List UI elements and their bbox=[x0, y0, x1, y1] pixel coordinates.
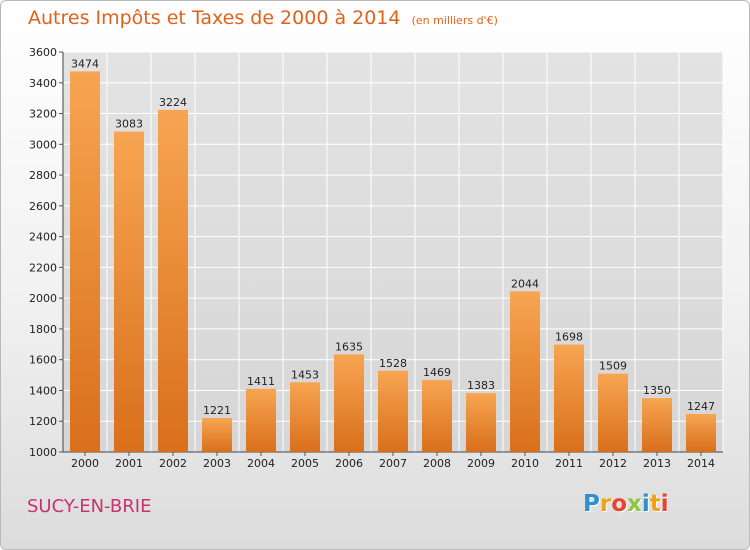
logo-letter: o bbox=[611, 491, 628, 517]
x-tick-label: 2000 bbox=[71, 457, 99, 470]
y-tick-label: 3600 bbox=[29, 46, 57, 59]
data-label: 1411 bbox=[247, 375, 275, 388]
bar bbox=[334, 354, 364, 452]
data-label: 3224 bbox=[159, 96, 187, 109]
bar bbox=[378, 370, 408, 452]
bar bbox=[422, 379, 452, 452]
logo-letter: i bbox=[641, 491, 650, 517]
logo-letter: x bbox=[627, 491, 642, 517]
data-label: 1221 bbox=[203, 404, 231, 417]
x-tick-label: 2005 bbox=[291, 457, 319, 470]
bar bbox=[290, 382, 320, 452]
chart-title: Autres Impôts et Taxes de 2000 à 2014 bbox=[28, 7, 401, 29]
y-tick-label: 1400 bbox=[29, 384, 57, 397]
data-label: 1698 bbox=[555, 331, 583, 344]
x-tick-label: 2009 bbox=[467, 457, 495, 470]
x-tick-label: 2007 bbox=[379, 457, 407, 470]
logo-letter: P bbox=[583, 491, 600, 517]
bar bbox=[554, 344, 584, 452]
x-tick-label: 2010 bbox=[511, 457, 539, 470]
city-name: SUCY-EN-BRIE bbox=[27, 496, 152, 517]
x-tick-label: 2003 bbox=[203, 457, 231, 470]
y-tick-label: 2600 bbox=[29, 200, 57, 213]
data-label: 1453 bbox=[291, 368, 319, 381]
logo-letter: i bbox=[660, 491, 669, 517]
data-label: 2044 bbox=[511, 277, 539, 290]
y-tick-label: 2400 bbox=[29, 231, 57, 244]
data-label: 1528 bbox=[379, 357, 407, 370]
bar bbox=[466, 393, 496, 452]
data-label: 1247 bbox=[687, 400, 715, 413]
bar bbox=[114, 131, 144, 453]
data-label: 3083 bbox=[115, 118, 143, 131]
x-tick-label: 2006 bbox=[335, 457, 363, 470]
x-tick-label: 2001 bbox=[115, 457, 143, 470]
y-tick-label: 3000 bbox=[29, 138, 57, 151]
y-tick-label: 3400 bbox=[29, 77, 57, 90]
data-label: 1350 bbox=[643, 384, 671, 397]
x-tick-label: 2004 bbox=[247, 457, 275, 470]
y-tick-label: 1200 bbox=[29, 415, 57, 428]
data-label: 1383 bbox=[467, 379, 495, 392]
data-label: 1469 bbox=[423, 366, 451, 379]
bar bbox=[246, 388, 276, 452]
title-row: Autres Impôts et Taxes de 2000 à 2014 (e… bbox=[28, 7, 498, 29]
bar bbox=[510, 291, 540, 452]
x-tick-label: 2008 bbox=[423, 457, 451, 470]
chart-unit: (en milliers d'€) bbox=[411, 14, 498, 27]
x-tick-label: 2013 bbox=[643, 457, 671, 470]
y-tick-label: 1800 bbox=[29, 323, 57, 336]
y-tick-label: 3200 bbox=[29, 108, 57, 121]
proxiti-logo: Proxiti bbox=[583, 491, 669, 517]
x-tick-label: 2014 bbox=[687, 457, 715, 470]
y-tick-label: 1000 bbox=[29, 446, 57, 459]
bar bbox=[598, 373, 628, 452]
bar bbox=[686, 414, 716, 452]
y-tick-label: 1600 bbox=[29, 354, 57, 367]
y-tick-label: 2800 bbox=[29, 169, 57, 182]
y-tick-label: 2000 bbox=[29, 292, 57, 305]
y-tick-label: 2200 bbox=[29, 261, 57, 274]
bar bbox=[158, 109, 188, 452]
data-label: 1509 bbox=[599, 360, 627, 373]
x-tick-label: 2011 bbox=[555, 457, 583, 470]
x-tick-label: 2012 bbox=[599, 457, 627, 470]
x-tick-label: 2002 bbox=[159, 457, 187, 470]
logo-letter: t bbox=[649, 491, 661, 517]
bar bbox=[642, 398, 672, 452]
logo-letter: r bbox=[599, 491, 612, 517]
data-label: 1635 bbox=[335, 340, 363, 353]
bar bbox=[70, 71, 100, 452]
bar bbox=[202, 418, 232, 452]
data-label: 3474 bbox=[71, 57, 99, 70]
